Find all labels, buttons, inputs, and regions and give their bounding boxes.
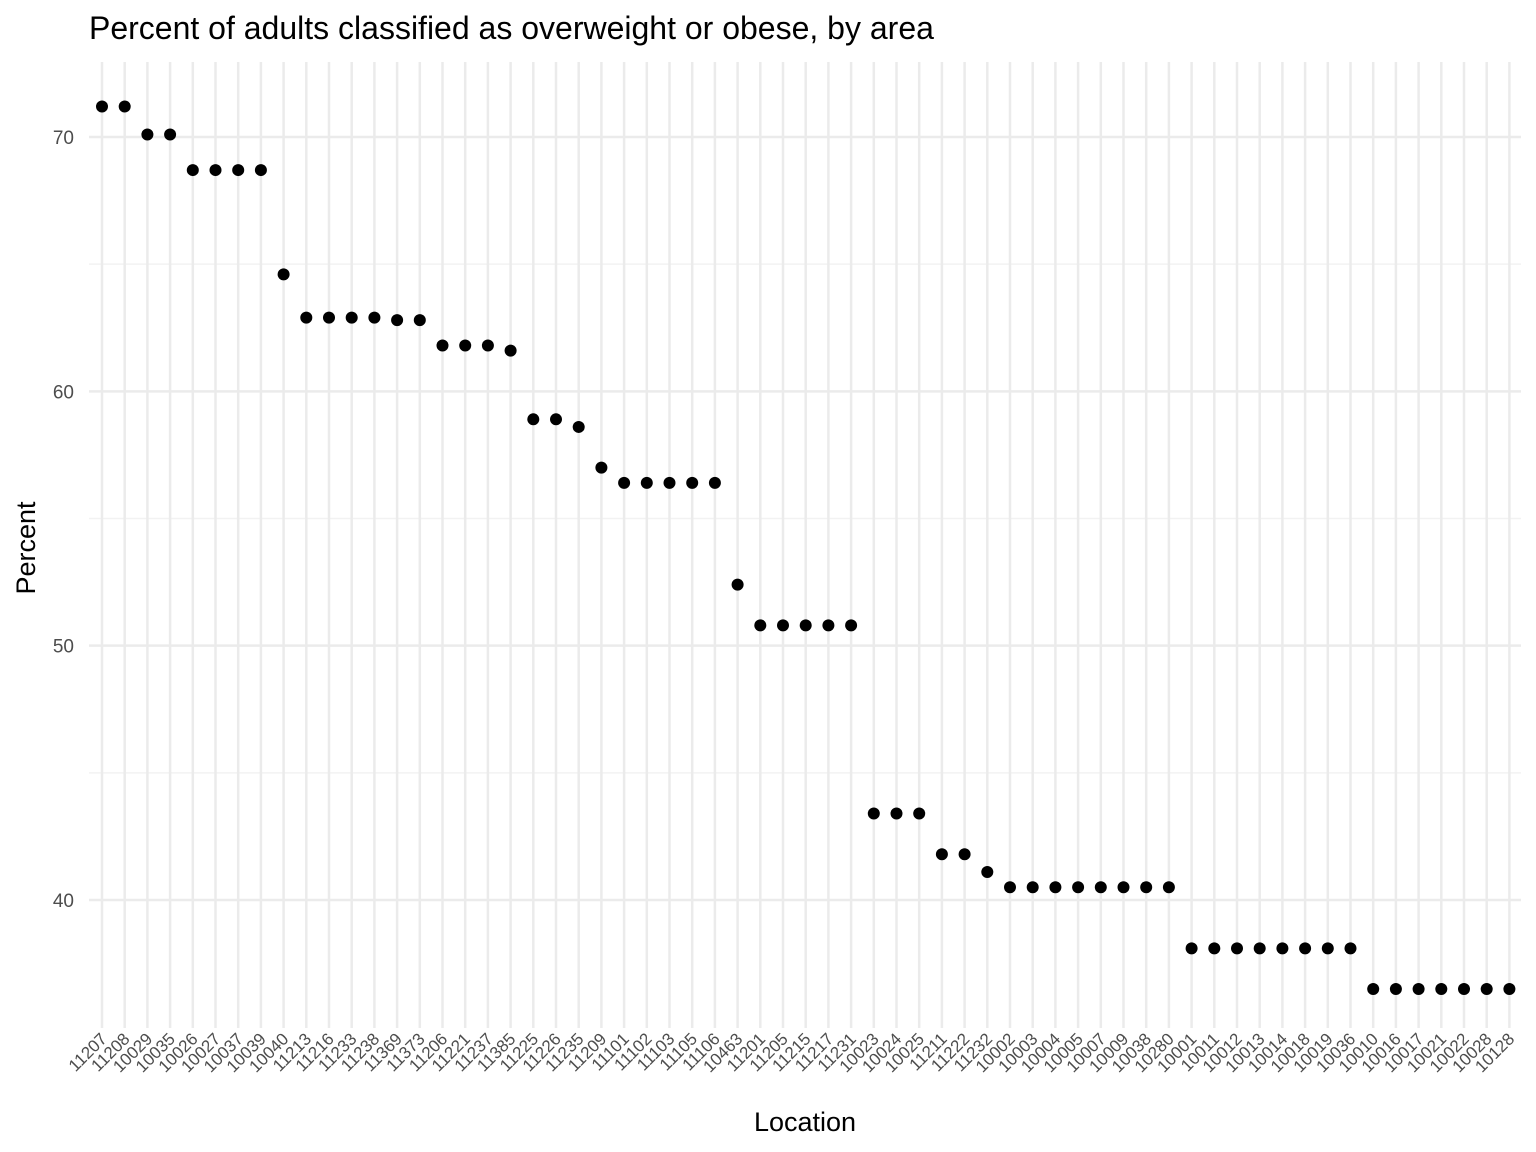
data-point	[1208, 942, 1221, 955]
data-point	[618, 476, 631, 489]
data-point	[1072, 881, 1085, 894]
y-tick-label: 40	[53, 891, 74, 912]
data-point	[708, 476, 721, 489]
data-point	[1185, 942, 1198, 955]
data-point	[96, 100, 108, 113]
data-point	[550, 413, 562, 426]
data-point	[1458, 983, 1470, 996]
data-point	[981, 866, 994, 879]
y-tick-label: 60	[53, 382, 74, 403]
data-point	[1412, 983, 1425, 996]
data-point	[1117, 881, 1130, 894]
data-point	[1049, 881, 1062, 894]
data-point	[1253, 942, 1266, 955]
data-point	[1026, 881, 1039, 894]
grid	[89, 62, 1521, 1028]
data-point	[890, 807, 903, 820]
data-point	[1480, 983, 1493, 996]
data-point	[1367, 983, 1380, 996]
data-point	[459, 339, 472, 352]
data-point	[867, 807, 880, 820]
data-point	[527, 413, 540, 426]
data-point	[323, 311, 335, 324]
data-point	[1321, 942, 1334, 955]
data-point	[731, 578, 744, 591]
y-axis-title: Percent	[11, 501, 41, 595]
data-point	[118, 100, 131, 113]
data-point	[1094, 881, 1107, 894]
data-point	[254, 164, 267, 177]
data-point	[232, 164, 245, 177]
data-point	[436, 339, 449, 352]
y-tick-label: 50	[53, 637, 74, 658]
data-point	[686, 476, 699, 489]
data-point	[209, 164, 222, 177]
data-point	[754, 619, 767, 632]
data-point	[164, 128, 177, 141]
data-point	[277, 268, 290, 281]
data-point	[958, 848, 971, 861]
data-point	[391, 314, 404, 327]
x-axis-title: Location	[754, 1107, 856, 1137]
data-point	[1503, 983, 1516, 996]
data-point	[1276, 942, 1289, 955]
chart-title: Percent of adults classified as overweig…	[89, 10, 934, 46]
y-tick-label: 70	[53, 128, 74, 149]
data-point	[822, 619, 835, 632]
data-point	[640, 476, 653, 489]
data-point	[1004, 881, 1016, 894]
data-point	[300, 311, 313, 324]
data-point	[572, 420, 585, 433]
data-point	[186, 164, 199, 177]
data-points	[96, 100, 1516, 996]
data-point	[799, 619, 812, 632]
y-axis-ticks: 40 50 60 70	[53, 128, 74, 912]
data-point	[1162, 881, 1175, 894]
data-point	[777, 619, 789, 632]
data-point	[913, 807, 926, 820]
data-point	[481, 339, 494, 352]
data-point	[935, 848, 948, 861]
data-point	[1344, 942, 1357, 955]
data-point	[141, 128, 154, 141]
x-axis-ticks: 1120711208100291003510026100271003710039…	[65, 1029, 1518, 1076]
data-point	[413, 314, 426, 327]
data-point	[1231, 942, 1243, 955]
data-point	[345, 311, 358, 324]
data-point	[845, 619, 858, 632]
data-point	[595, 461, 608, 474]
data-point	[663, 476, 676, 489]
data-point	[504, 344, 517, 357]
data-point	[368, 311, 381, 324]
data-point	[1389, 983, 1402, 996]
data-point	[1299, 942, 1312, 955]
data-point	[1435, 983, 1448, 996]
data-point	[1140, 881, 1153, 894]
